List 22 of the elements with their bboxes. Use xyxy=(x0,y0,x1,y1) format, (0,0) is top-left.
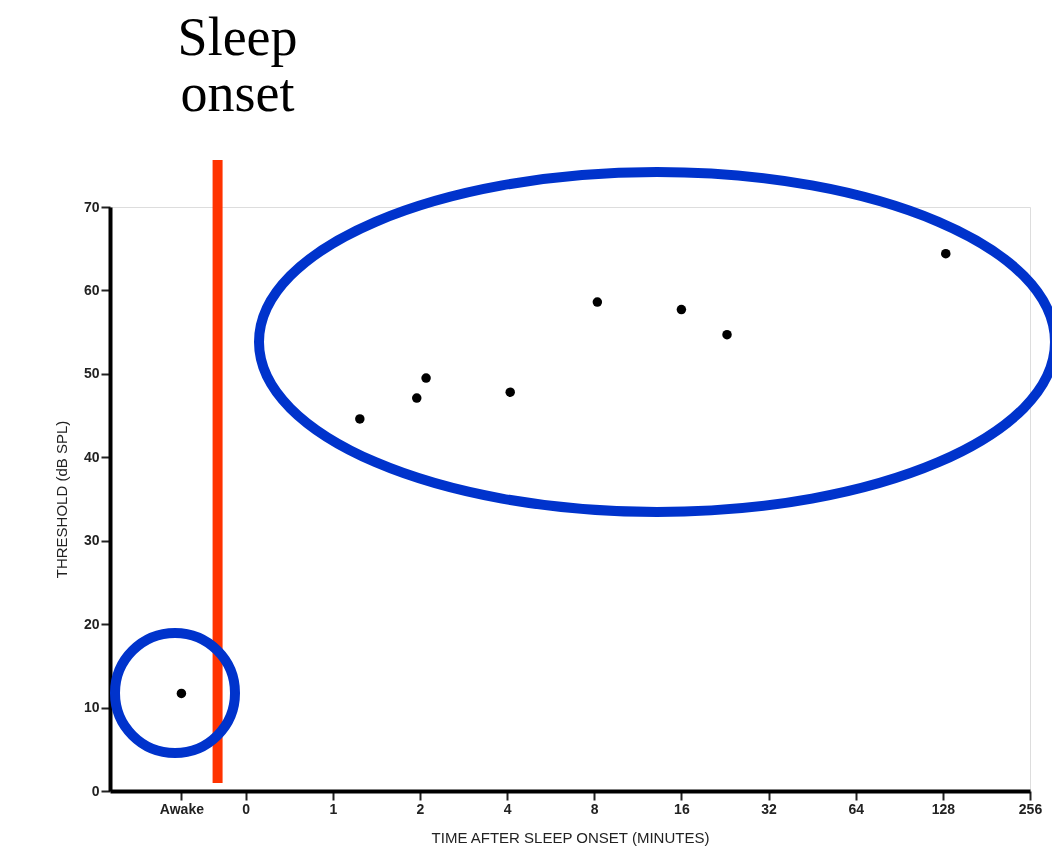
x-tick-label: 0 xyxy=(242,800,251,817)
y-tick-label: 50 xyxy=(83,365,100,382)
y-axis-title: THRESHOLD (dB SPL) xyxy=(52,420,70,579)
x-tick-label: 8 xyxy=(590,800,599,817)
x-tick-label: 1 xyxy=(329,800,338,817)
x-tick-label: 128 xyxy=(931,800,956,817)
y-tick-label: 60 xyxy=(83,281,100,298)
y-tick-label: 70 xyxy=(83,198,100,215)
x-tick-label: 16 xyxy=(674,800,690,817)
y-tick-label: 40 xyxy=(83,448,100,465)
x-tick-label: 4 xyxy=(503,800,512,817)
x-tick-label: 2 xyxy=(416,800,425,817)
y-tick-label: 30 xyxy=(83,532,100,549)
x-tick-label: 64 xyxy=(848,800,865,817)
ref-line-label: Sleep onset xyxy=(177,7,298,123)
y-tick-label: 20 xyxy=(83,615,100,632)
x-tick-label: 32 xyxy=(761,800,778,817)
x-tick-label: 256 xyxy=(1018,800,1043,817)
y-tick-label: 10 xyxy=(83,699,100,716)
x-axis-title: TIME AFTER SLEEP ONSET (MINUTES) xyxy=(431,828,710,846)
x-tick-label: Awake xyxy=(159,800,205,817)
y-tick-label: 0 xyxy=(91,782,100,799)
